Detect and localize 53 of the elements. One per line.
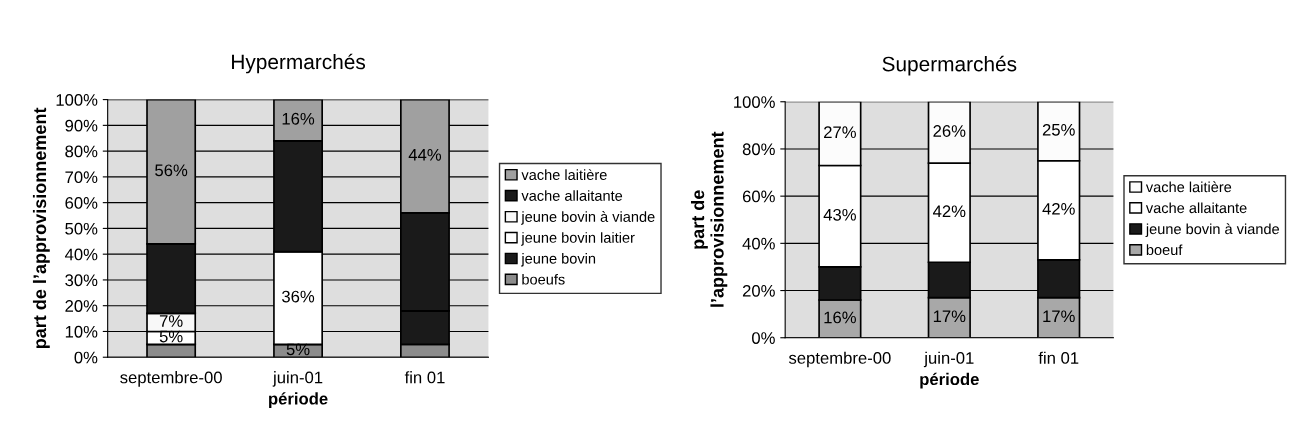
y-axis-title: part de l’approvisionnement bbox=[690, 131, 728, 307]
x-tick-label: juin-01 bbox=[272, 371, 323, 387]
legend-label: vache allaitante bbox=[521, 190, 623, 201]
legend-label: vache laitière bbox=[521, 169, 607, 181]
y-tick-label: 20% bbox=[742, 284, 775, 297]
legend-label: jeune bovin laitier bbox=[521, 232, 635, 246]
y-tick-label: 100% bbox=[734, 96, 775, 108]
y-tick-label: 80% bbox=[742, 143, 775, 156]
y-tick-label: 100% bbox=[56, 93, 98, 106]
y-tick-label: 10% bbox=[65, 325, 98, 338]
y-tick-label: 20% bbox=[65, 300, 98, 312]
data-label: 16% bbox=[282, 112, 315, 125]
x-tick-label: fin 01 bbox=[404, 371, 445, 384]
x-tick-label: septembre-00 bbox=[120, 371, 222, 387]
data-label: 16% bbox=[824, 311, 856, 324]
data-label: 26% bbox=[933, 125, 966, 137]
x-tick-label: juin-01 bbox=[923, 351, 974, 368]
x-axis-title: période bbox=[920, 372, 979, 389]
legend-label: vache allaitante bbox=[1145, 202, 1247, 214]
data-label: 43% bbox=[823, 208, 856, 221]
y-tick-label: 90% bbox=[65, 119, 98, 132]
legend-label: boeufs bbox=[522, 273, 565, 285]
data-label: 17% bbox=[1043, 310, 1075, 323]
legend-label: boeuf bbox=[1146, 244, 1183, 256]
legend-label: jeune bovin à viande bbox=[521, 211, 655, 225]
legend-label: vache laitière bbox=[1145, 181, 1232, 193]
y-tick-label: 80% bbox=[65, 145, 98, 158]
data-label: 27% bbox=[824, 126, 856, 139]
y-tick-label: 30% bbox=[65, 274, 98, 287]
y-tick-label: 50% bbox=[65, 222, 98, 235]
data-label: 56% bbox=[155, 164, 188, 177]
x-tick-label: septembre-00 bbox=[788, 351, 891, 368]
y-tick-label: 40% bbox=[64, 248, 98, 261]
y-tick-label: 60% bbox=[65, 197, 98, 209]
y-tick-label: 40% bbox=[742, 237, 775, 250]
legend-label: jeune bovin bbox=[521, 253, 596, 267]
x-tick-label: fin 01 bbox=[1038, 351, 1079, 364]
y-tick-label: 60% bbox=[742, 190, 775, 203]
y-tick-label: 70% bbox=[65, 171, 98, 184]
y-axis-title: part de l’approvisionnement bbox=[32, 107, 50, 349]
data-label: 17% bbox=[933, 310, 966, 323]
y-tick-label: 0% bbox=[752, 332, 775, 344]
data-label: 7% bbox=[159, 315, 183, 327]
data-label: 44% bbox=[408, 149, 442, 161]
data-label: 36% bbox=[282, 290, 315, 303]
data-label: 25% bbox=[1042, 123, 1075, 136]
data-label: 42% bbox=[933, 205, 966, 218]
y-tick-label: 0% bbox=[74, 351, 98, 364]
legend-label: jeune bovin à viande bbox=[1145, 223, 1280, 238]
x-axis-title: période bbox=[269, 392, 328, 408]
chart-title: Hypermarchés bbox=[232, 53, 366, 74]
data-label: 42% bbox=[1042, 202, 1075, 215]
chart-title: Supermarchés bbox=[882, 55, 1017, 76]
